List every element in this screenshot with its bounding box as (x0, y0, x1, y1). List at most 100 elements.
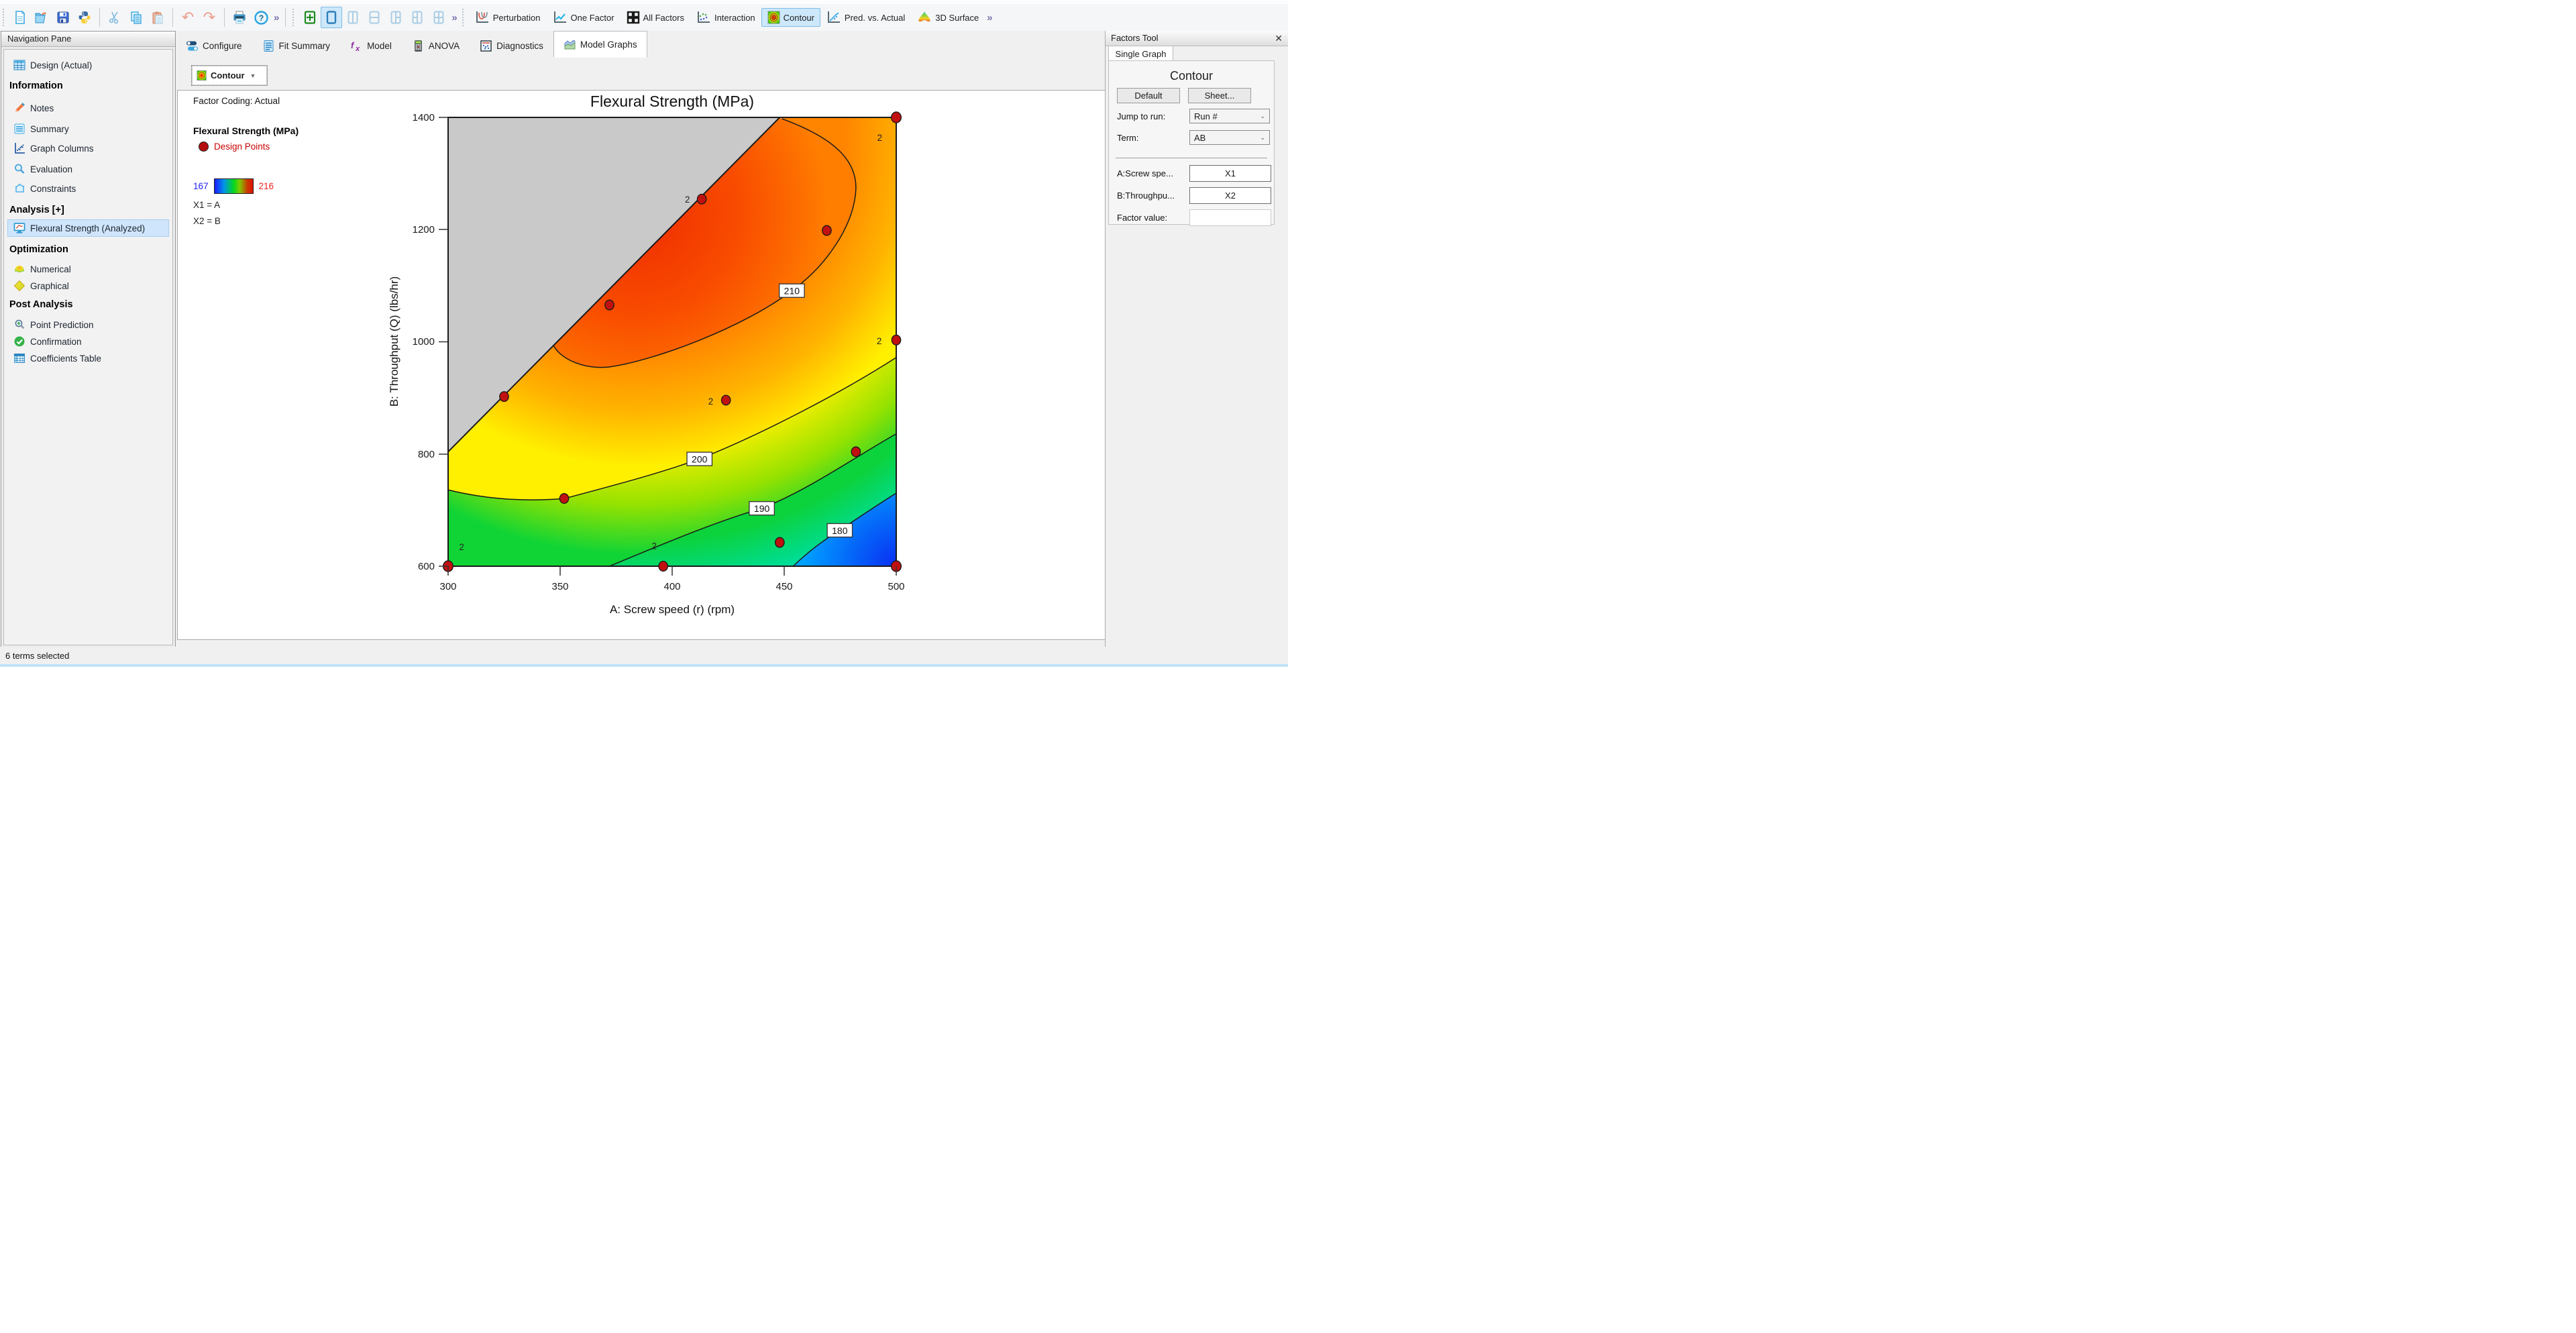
tab-anova[interactable]: ANOVA (402, 34, 470, 58)
pred-vs-actual-icon (827, 11, 840, 23)
layout-overflow-chevron-icon[interactable]: » (451, 11, 458, 23)
term-value: AB (1194, 132, 1206, 143)
nav-item-flexural-strength-analyzed[interactable]: Flexural Strength (Analyzed) (7, 219, 169, 237)
nav-item-graph-columns[interactable]: Graph Columns (8, 141, 168, 156)
x-tick-labels: 300 350 400 450 500 (439, 581, 904, 592)
split-vertical-button[interactable] (342, 7, 364, 28)
tab-fit-summary[interactable]: Fit Summary (252, 34, 341, 58)
tab-label: Fit Summary (278, 40, 331, 51)
nav-item-point-prediction[interactable]: Point Prediction (8, 317, 168, 332)
summary-document-icon (14, 123, 25, 134)
open-file-button[interactable] (31, 7, 52, 28)
split-horizontal-button[interactable] (364, 7, 385, 28)
three-d-surface-icon (918, 11, 931, 22)
tab-model-graphs[interactable]: Model Graphs (553, 31, 647, 58)
pred-vs-actual-button[interactable]: Pred. vs. Actual (820, 8, 911, 27)
split-right-pane-button[interactable] (407, 7, 428, 28)
save-button[interactable] (52, 7, 74, 28)
add-pane-button[interactable] (299, 7, 321, 28)
nav-item-label: Notes (30, 103, 54, 113)
jump-to-run-dropdown[interactable]: Run # ⌄ (1189, 109, 1270, 123)
nav-item-label: Coefficients Table (30, 353, 102, 364)
factor-value-input[interactable] (1189, 209, 1271, 226)
tab-diagnostics[interactable]: Diagnostics (470, 34, 553, 58)
new-document-button[interactable] (9, 7, 31, 28)
interaction-button[interactable]: Interaction (690, 8, 761, 27)
redo-button[interactable]: ↷ (199, 7, 220, 28)
scale-max-value: 216 (258, 181, 274, 191)
toolbar-grip (3, 9, 7, 26)
design-table-icon (13, 60, 25, 70)
factor-b-axis-box[interactable]: X2 (1189, 187, 1271, 204)
single-graph-tab[interactable]: Single Graph (1108, 46, 1173, 61)
nav-item-label: Graph Columns (30, 143, 94, 154)
term-dropdown[interactable]: AB ⌄ (1189, 130, 1270, 145)
svg-text:200: 200 (692, 454, 708, 464)
sheet-button[interactable]: Sheet... (1188, 88, 1251, 103)
replicate-count: 2 (459, 542, 464, 552)
graph-button-label: Contour (783, 12, 814, 23)
three-d-surface-button[interactable]: 3D Surface (911, 8, 985, 27)
nav-item-evaluation[interactable]: Evaluation (8, 162, 168, 176)
one-factor-button[interactable]: One Factor (547, 8, 621, 27)
nav-item-label: Point Prediction (30, 319, 94, 330)
main-toolbar: ↶ ↷ ? » » (0, 4, 1288, 32)
contour-button[interactable]: Contour (761, 8, 820, 27)
contour-label-210: 210 (778, 283, 805, 298)
all-factors-button[interactable]: All Factors (621, 8, 690, 27)
design-point (774, 537, 785, 548)
nav-item-numerical[interactable]: Numerical (8, 262, 168, 276)
factors-tool-title: Factors Tool (1111, 33, 1159, 43)
undo-button[interactable]: ↶ (177, 7, 199, 28)
contour-label-190: 190 (749, 500, 775, 516)
grid-four-panes-button[interactable] (428, 7, 449, 28)
default-button[interactable]: Default (1117, 88, 1180, 103)
graph-type-dropdown[interactable]: Contour ▼ (191, 65, 268, 86)
close-icon[interactable]: ✕ (1275, 33, 1283, 44)
help-button[interactable]: ? (250, 7, 272, 28)
copy-button[interactable] (125, 7, 147, 28)
contour-label-180: 180 (826, 523, 853, 538)
nav-item-graphical[interactable]: Graphical (8, 278, 168, 293)
print-button[interactable] (229, 7, 250, 28)
nav-item-design-actual[interactable]: Design (Actual) (8, 58, 168, 72)
split-vertical-icon (347, 11, 358, 24)
python-script-button[interactable] (74, 7, 95, 28)
toolbar-separator (172, 8, 173, 27)
contour-plot[interactable]: Flexural Strength (MPa) (363, 88, 953, 625)
factors-tool-pane: Factors Tool ✕ Single Graph Contour Defa… (1105, 31, 1288, 647)
constraints-polygon-icon (15, 183, 25, 193)
factors-tool-heading: Contour (1169, 69, 1214, 83)
nav-item-notes[interactable]: Notes (8, 101, 168, 115)
replicate-count: 2 (877, 133, 882, 143)
legend-design-points-label: Design Points (214, 142, 270, 152)
perturbation-button[interactable]: Perturbation (469, 8, 547, 27)
anova-calculator-icon (414, 40, 422, 52)
paste-button[interactable] (147, 7, 168, 28)
x-tick-label: 400 (663, 581, 680, 592)
svg-text:210: 210 (784, 286, 800, 297)
toolbar-overflow-chevron-icon[interactable]: » (274, 11, 280, 23)
cut-scissors-icon (109, 11, 119, 24)
nav-item-constraints[interactable]: Constraints (8, 181, 168, 196)
single-pane-button[interactable] (321, 7, 343, 28)
design-point (499, 391, 509, 403)
split-left-pane-button[interactable] (385, 7, 407, 28)
model-graphs-area-icon (564, 39, 576, 49)
tab-configure[interactable]: Configure (176, 34, 252, 58)
cut-button[interactable] (104, 7, 125, 28)
graphs-overflow-chevron-icon[interactable]: » (987, 11, 993, 23)
factor-b-axis-value: X2 (1225, 191, 1236, 201)
chevron-down-icon: ▼ (250, 72, 256, 79)
factor-a-axis-box[interactable]: X1 (1189, 165, 1271, 182)
y-tick-label: 1200 (413, 224, 435, 235)
nav-item-label: Evaluation (30, 164, 73, 174)
factor-coding-label: Factor Coding: Actual (193, 96, 280, 106)
nav-item-coefficients-table[interactable]: Coefficients Table (8, 351, 168, 366)
tab-label: Model (367, 40, 392, 51)
nav-item-confirmation[interactable]: Confirmation (8, 334, 168, 349)
contour-icon (197, 70, 207, 81)
nav-item-summary[interactable]: Summary (8, 121, 168, 136)
